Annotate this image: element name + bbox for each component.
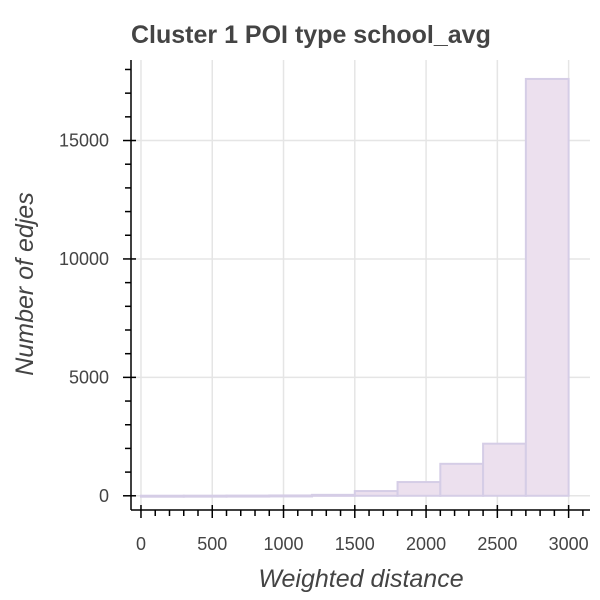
histogram-bar bbox=[482, 442, 527, 497]
y-tick-label: 10000 bbox=[59, 249, 109, 269]
x-tick-label: 0 bbox=[136, 534, 146, 554]
x-tick-label: 500 bbox=[197, 534, 227, 554]
histogram-bar bbox=[225, 494, 271, 498]
y-axis-ticks: 0 5000 10000 15000 bbox=[59, 68, 136, 506]
y-tick-label: 15000 bbox=[59, 131, 109, 151]
x-axis-label: Weighted distance bbox=[258, 565, 463, 593]
x-tick-label: 2500 bbox=[477, 534, 517, 554]
axes bbox=[130, 60, 590, 511]
chart-title: Cluster 1 POI type school_avg bbox=[131, 21, 491, 49]
histogram-bar bbox=[139, 494, 185, 498]
histogram-bar bbox=[311, 493, 356, 497]
y-axis-label: Number of edjes bbox=[11, 192, 39, 375]
x-tick-label: 3000 bbox=[549, 534, 589, 554]
histogram-bar bbox=[353, 490, 399, 497]
histogram-bar bbox=[396, 481, 442, 497]
x-tick-label: 2000 bbox=[406, 534, 446, 554]
histogram-bar bbox=[439, 462, 485, 497]
grid-lines bbox=[131, 60, 590, 510]
x-tick-label: 1000 bbox=[264, 534, 304, 554]
histogram-bar bbox=[524, 77, 570, 497]
histogram-bar bbox=[182, 494, 228, 498]
y-tick-label: 0 bbox=[99, 486, 109, 506]
histogram-bar bbox=[268, 494, 314, 498]
histogram-bars bbox=[139, 77, 570, 498]
x-tick-label: 1500 bbox=[335, 534, 375, 554]
x-axis-ticks: 0 500 1000 1500 2000 2500 3000 bbox=[136, 505, 589, 554]
y-tick-label: 5000 bbox=[69, 367, 109, 387]
